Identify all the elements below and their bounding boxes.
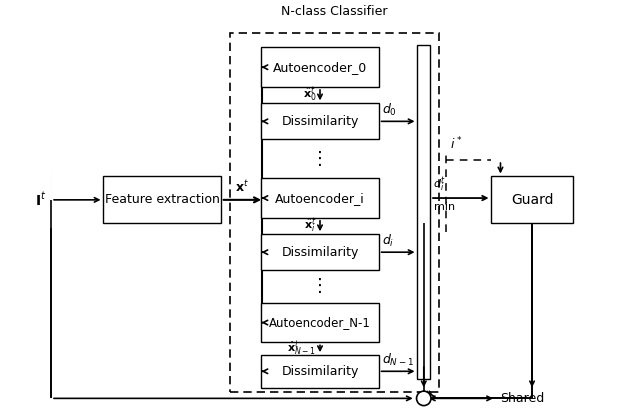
Text: $\mathbf{I}^t$: $\mathbf{I}^t$ xyxy=(35,191,47,209)
Text: $\hat{\mathbf{x}}_i^t$: $\hat{\mathbf{x}}_i^t$ xyxy=(304,217,316,235)
Text: min: min xyxy=(434,202,455,212)
Circle shape xyxy=(417,391,431,406)
Bar xyxy=(261,234,379,270)
Text: Dissimilarity: Dissimilarity xyxy=(282,246,358,259)
Bar xyxy=(417,45,430,379)
Text: $d_i^t$: $d_i^t$ xyxy=(433,175,446,193)
Bar xyxy=(261,47,379,87)
Text: Autoencoder_i: Autoencoder_i xyxy=(275,191,365,205)
Text: $\hat{\mathbf{x}}_0^t$: $\hat{\mathbf{x}}_0^t$ xyxy=(303,86,316,104)
Text: N-class Classifier: N-class Classifier xyxy=(281,5,388,17)
Text: $\mathbf{x}^t$: $\mathbf{x}^t$ xyxy=(234,179,248,194)
Text: Autoencoder_0: Autoencoder_0 xyxy=(273,61,367,74)
Text: $d_i$: $d_i$ xyxy=(382,233,395,249)
Text: Guard: Guard xyxy=(511,193,554,207)
Text: Dissimilarity: Dissimilarity xyxy=(282,115,358,128)
Text: $d_{N-1}$: $d_{N-1}$ xyxy=(382,352,414,368)
Bar xyxy=(104,176,221,223)
Bar xyxy=(261,178,379,218)
Text: Shared: Shared xyxy=(500,392,545,405)
Bar xyxy=(230,33,439,392)
Bar xyxy=(261,103,379,139)
Bar xyxy=(261,355,379,388)
Text: Autoencoder_N-1: Autoencoder_N-1 xyxy=(269,316,371,329)
Text: $d_0$: $d_0$ xyxy=(382,102,397,118)
Text: ⋮: ⋮ xyxy=(311,277,329,295)
Bar xyxy=(492,176,573,223)
Text: Dissimilarity: Dissimilarity xyxy=(282,365,358,378)
Text: $\hat{\mathbf{x}}_{N-1}^t$: $\hat{\mathbf{x}}_{N-1}^t$ xyxy=(287,340,316,358)
Text: $i^*$: $i^*$ xyxy=(450,136,462,152)
Bar xyxy=(261,303,379,342)
Text: Feature extraction: Feature extraction xyxy=(105,193,220,206)
Text: ⋮: ⋮ xyxy=(311,150,329,168)
